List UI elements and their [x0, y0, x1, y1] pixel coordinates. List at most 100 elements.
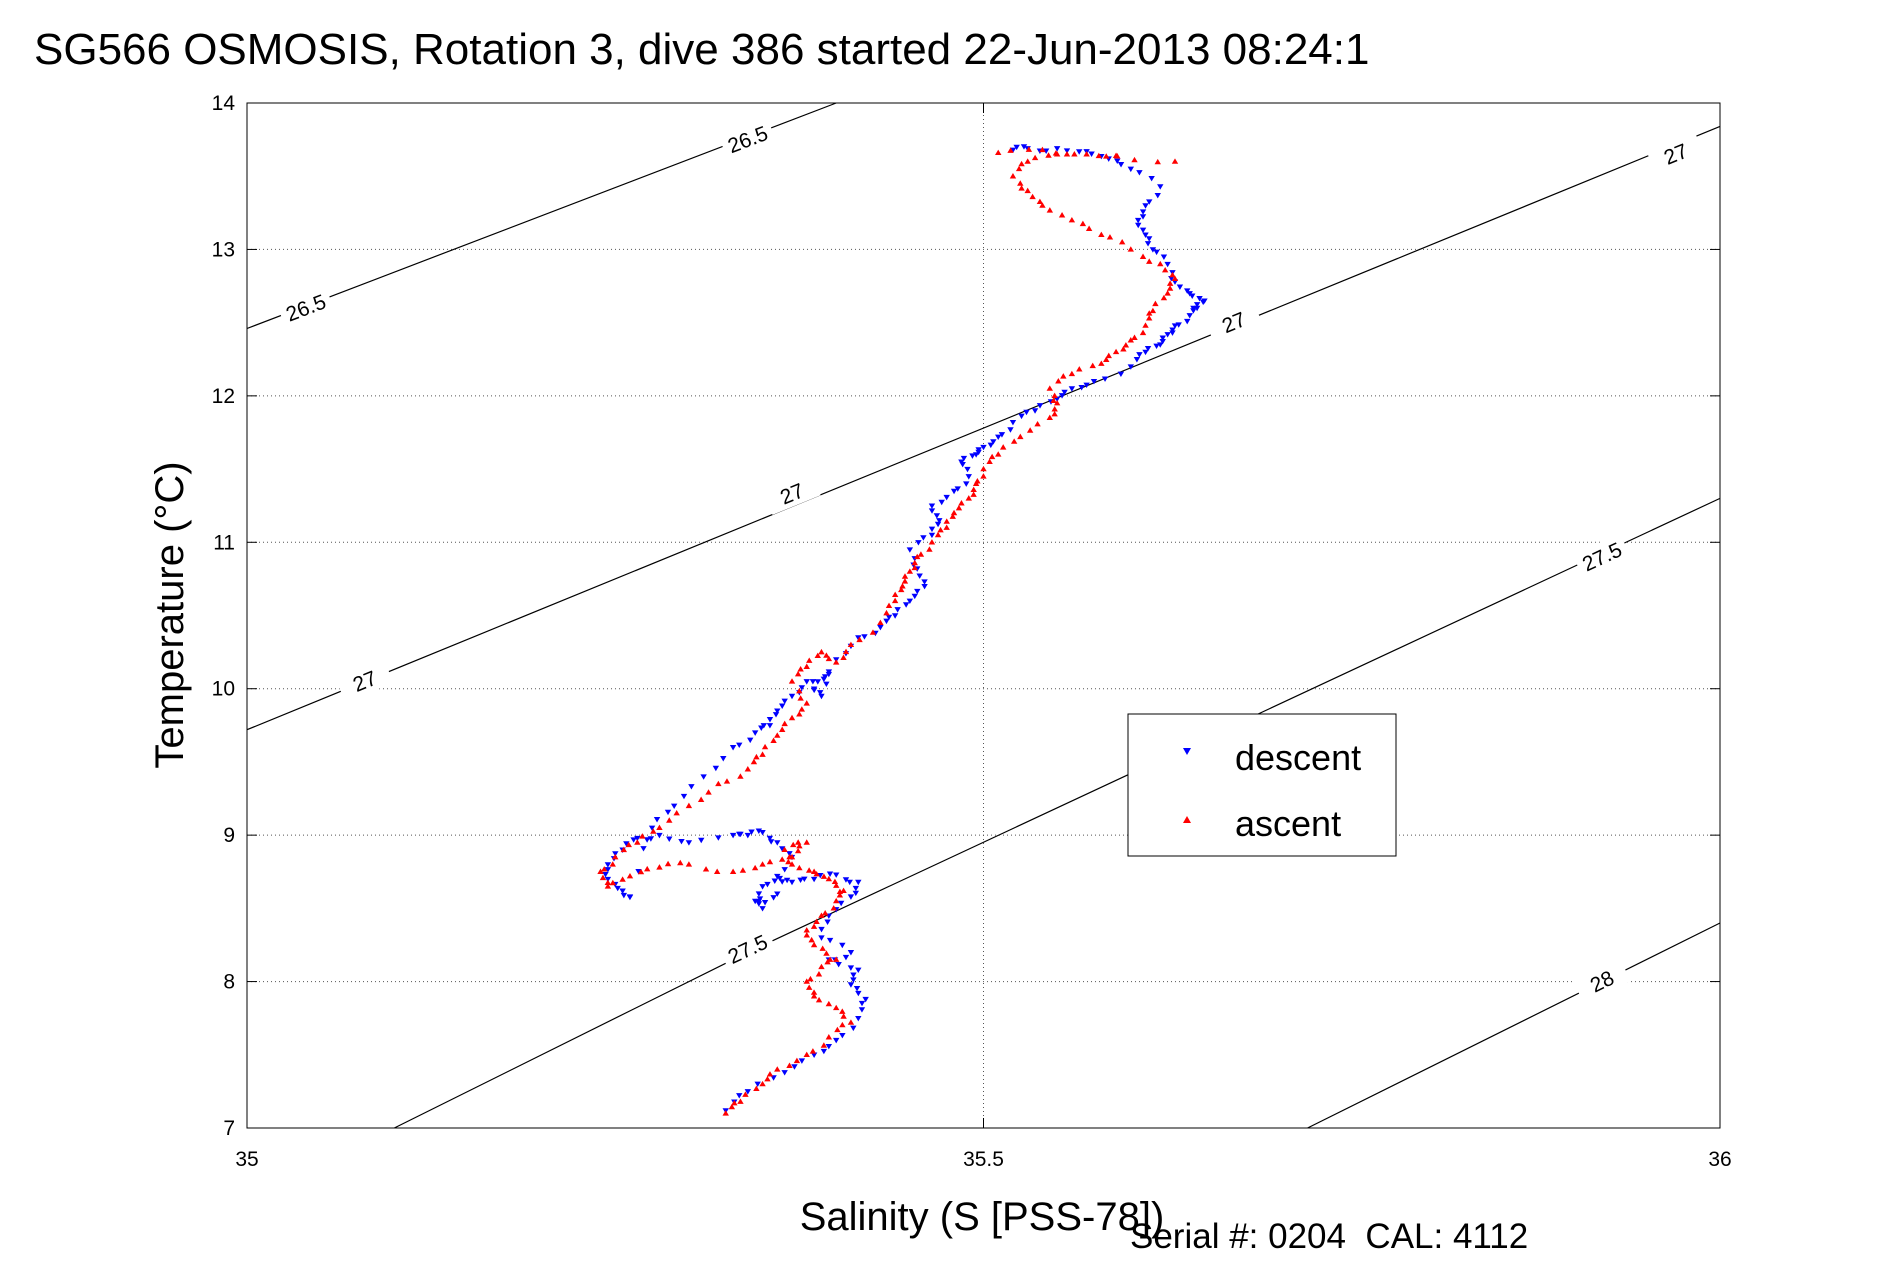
- contour-label: 26.5: [725, 122, 771, 158]
- descent-point: [656, 832, 663, 839]
- ascent-point: [759, 1080, 766, 1087]
- ascent-point: [770, 737, 777, 743]
- descent-point: [928, 508, 936, 514]
- ascent-point: [813, 918, 820, 924]
- descent-point: [833, 872, 840, 878]
- ascent-point: [794, 839, 802, 845]
- descent-point: [914, 588, 921, 595]
- ascent-point: [1039, 202, 1046, 208]
- ascent-point: [1098, 360, 1105, 366]
- descent-point: [1018, 413, 1025, 420]
- descent-point: [839, 942, 846, 949]
- descent-point: [1186, 313, 1193, 319]
- ascent-point: [819, 945, 826, 951]
- ascent-point: [796, 864, 803, 871]
- descent-point: [1127, 364, 1134, 370]
- ascent-point: [970, 486, 977, 493]
- contour-label-bg: [1572, 957, 1631, 1004]
- descent-point: [1134, 217, 1142, 224]
- descent-point: [1154, 192, 1161, 199]
- descent-point: [1144, 346, 1152, 352]
- descent-point: [902, 602, 910, 608]
- descent-point: [612, 851, 619, 857]
- ascent-point: [778, 856, 786, 862]
- descent-point: [1169, 330, 1176, 336]
- descent-point: [619, 888, 626, 894]
- ascent-point: [1026, 427, 1034, 433]
- ascent-point: [1052, 150, 1060, 156]
- descent-point: [1031, 408, 1039, 414]
- descent-point: [847, 982, 855, 988]
- descent-point: [1078, 385, 1085, 391]
- ascent-point: [1055, 378, 1062, 384]
- descent-point: [906, 547, 914, 553]
- descent-point: [778, 879, 786, 885]
- ascent-point: [986, 458, 993, 465]
- descent-point: [766, 835, 774, 842]
- ascent-point: [1050, 397, 1057, 403]
- ascent-point: [970, 491, 977, 497]
- descent-point: [771, 878, 778, 884]
- ascent-point: [810, 923, 818, 929]
- ascent-point: [810, 989, 818, 995]
- descent-point: [680, 793, 688, 800]
- ascent-point: [774, 732, 781, 738]
- descent-point: [781, 867, 788, 873]
- ascent-point: [943, 524, 950, 530]
- ascent-point: [1095, 152, 1103, 159]
- descent-point: [1007, 427, 1014, 433]
- ascent-point: [847, 641, 855, 648]
- descent-point: [847, 965, 855, 971]
- descent-point: [715, 835, 722, 841]
- ascent-point: [958, 500, 965, 506]
- descent-point: [1184, 288, 1191, 294]
- ascent-point: [839, 1008, 846, 1014]
- ascent-point: [807, 975, 814, 982]
- ascent-point: [1058, 212, 1066, 218]
- descent-point: [736, 742, 743, 749]
- descent-point: [846, 879, 853, 886]
- ascent-point: [937, 526, 944, 533]
- descent-point: [1153, 249, 1160, 256]
- descent-point: [755, 901, 763, 907]
- ascent-point: [620, 846, 628, 853]
- ascent-point: [1127, 246, 1134, 252]
- descent-point: [921, 579, 928, 585]
- ascent-point: [847, 1019, 855, 1025]
- ascent-point: [759, 861, 766, 867]
- x-tick-label: 35: [235, 1148, 258, 1171]
- contour-label-bg: [1646, 131, 1705, 176]
- descent-point: [934, 521, 942, 528]
- descent-point: [833, 1037, 840, 1044]
- descent-point: [772, 712, 780, 718]
- descent-point: [791, 1064, 798, 1070]
- descent-point: [938, 499, 945, 506]
- ascent-point: [656, 864, 663, 870]
- descent-point: [995, 434, 1002, 441]
- ascent-point: [1122, 342, 1130, 348]
- ascent-point: [637, 868, 645, 875]
- descent-point: [1142, 203, 1149, 209]
- ascent-point: [796, 687, 803, 694]
- ascent-point: [796, 842, 803, 849]
- descent-point: [1133, 357, 1141, 363]
- descent-point: [712, 765, 720, 772]
- descent-point: [764, 881, 771, 888]
- ascent-point: [639, 833, 646, 839]
- ascent-point: [753, 1085, 760, 1091]
- ascent-point: [634, 839, 641, 845]
- descent-point: [990, 439, 997, 445]
- x-axis-label: Salinity (S [PSS-78]): [800, 1195, 1165, 1239]
- descent-point: [852, 890, 859, 897]
- descent-point: [666, 836, 673, 842]
- ascent-point: [753, 753, 760, 760]
- contour-line-28: [1307, 922, 1721, 1129]
- descent-point: [1042, 148, 1050, 154]
- descent-point: [798, 1058, 806, 1064]
- serial-cal-footer: Serial #: 0204 CAL: 4112: [1130, 1217, 1528, 1256]
- descent-point: [1164, 332, 1171, 338]
- descent-point: [858, 1007, 866, 1013]
- ascent-point: [803, 978, 810, 984]
- ascent-point: [1053, 399, 1061, 406]
